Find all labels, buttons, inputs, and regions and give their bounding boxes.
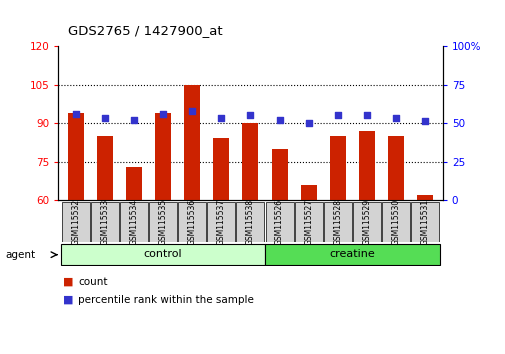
Text: creatine: creatine: [329, 249, 375, 259]
Text: GSM115536: GSM115536: [187, 199, 196, 245]
Bar: [329, 136, 345, 200]
Point: [304, 120, 312, 126]
Point: [246, 113, 254, 118]
Text: count: count: [78, 277, 108, 287]
Text: GSM115532: GSM115532: [71, 199, 80, 245]
FancyBboxPatch shape: [149, 202, 177, 242]
FancyBboxPatch shape: [411, 202, 438, 242]
Bar: [126, 167, 142, 200]
Text: GSM115529: GSM115529: [362, 199, 371, 245]
Bar: [96, 136, 113, 200]
Text: percentile rank within the sample: percentile rank within the sample: [78, 295, 254, 305]
Point: [391, 115, 399, 121]
FancyBboxPatch shape: [265, 244, 439, 265]
Point: [275, 117, 283, 123]
FancyBboxPatch shape: [265, 202, 293, 242]
Text: GDS2765 / 1427900_at: GDS2765 / 1427900_at: [68, 24, 223, 37]
Text: GSM115526: GSM115526: [275, 199, 283, 245]
Point: [333, 113, 341, 118]
Text: ■: ■: [63, 277, 74, 287]
Text: GSM115534: GSM115534: [129, 199, 138, 245]
FancyBboxPatch shape: [236, 202, 264, 242]
Point: [362, 113, 370, 118]
Text: GSM115531: GSM115531: [420, 199, 429, 245]
FancyBboxPatch shape: [61, 244, 265, 265]
Text: GSM115538: GSM115538: [245, 199, 255, 245]
FancyBboxPatch shape: [120, 202, 147, 242]
Text: agent: agent: [5, 250, 35, 260]
Bar: [417, 195, 432, 200]
FancyBboxPatch shape: [381, 202, 410, 242]
FancyBboxPatch shape: [294, 202, 322, 242]
Bar: [242, 123, 258, 200]
Point: [217, 115, 225, 121]
Bar: [184, 85, 200, 200]
Point: [188, 108, 196, 114]
Bar: [271, 149, 287, 200]
Text: GSM115528: GSM115528: [333, 199, 342, 245]
Text: ■: ■: [63, 295, 74, 305]
Bar: [155, 113, 171, 200]
FancyBboxPatch shape: [352, 202, 380, 242]
FancyBboxPatch shape: [62, 202, 89, 242]
Text: GSM115530: GSM115530: [391, 199, 400, 245]
Text: control: control: [143, 249, 182, 259]
Text: GSM115533: GSM115533: [100, 199, 109, 245]
Bar: [213, 138, 229, 200]
Point: [159, 111, 167, 116]
Bar: [358, 131, 374, 200]
Text: GSM115527: GSM115527: [304, 199, 313, 245]
Bar: [387, 136, 403, 200]
Point: [130, 117, 138, 123]
Point: [100, 115, 109, 121]
FancyBboxPatch shape: [90, 202, 119, 242]
Bar: [68, 113, 83, 200]
FancyBboxPatch shape: [323, 202, 351, 242]
FancyBboxPatch shape: [207, 202, 235, 242]
FancyBboxPatch shape: [178, 202, 206, 242]
Text: GSM115535: GSM115535: [158, 199, 167, 245]
Point: [72, 111, 80, 116]
Point: [420, 119, 428, 124]
Text: GSM115537: GSM115537: [217, 199, 225, 245]
Bar: [300, 185, 316, 200]
